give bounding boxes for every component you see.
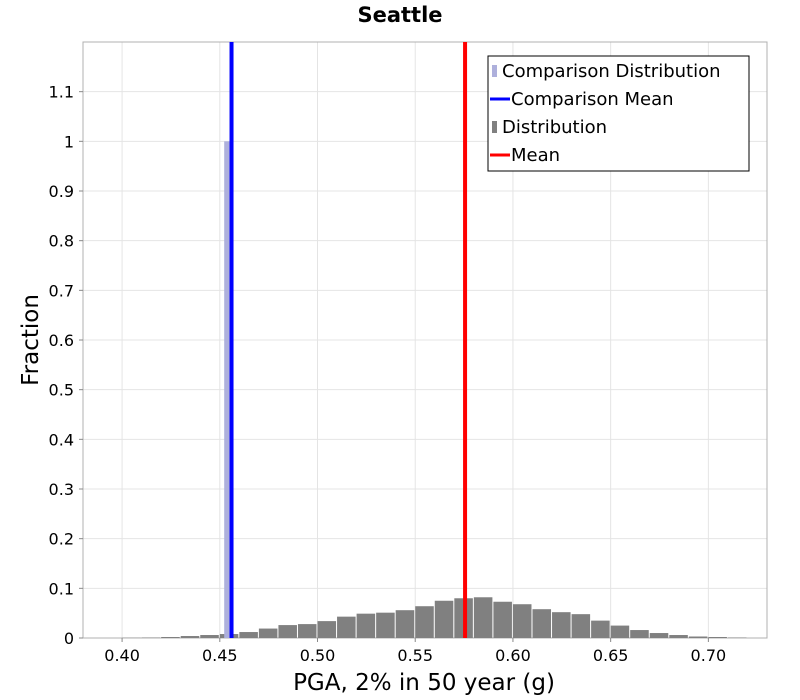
mean-lines — [229, 42, 468, 638]
y-tick-label: 0.3 — [49, 480, 74, 499]
histogram-bar — [649, 633, 669, 638]
histogram-bar — [200, 635, 219, 638]
histogram-bar — [258, 628, 278, 638]
histogram-bar — [610, 625, 630, 638]
legend-label: Comparison Mean — [511, 89, 674, 110]
x-axis-label: PGA, 2% in 50 year (g) — [293, 670, 555, 696]
histogram-bar — [224, 141, 232, 639]
y-tick-label: 0.1 — [49, 579, 74, 598]
y-tick-label: 0.6 — [49, 331, 74, 350]
x-tick-label: 0.65 — [593, 646, 629, 665]
x-tick-label: 0.40 — [104, 646, 140, 665]
histogram-bar — [180, 636, 200, 638]
y-axis-label: Fraction — [18, 294, 44, 386]
histogram-bars — [122, 597, 747, 638]
histogram-bar — [552, 612, 571, 638]
histogram-bar — [395, 610, 415, 638]
x-axis-ticks: 0.40 0.45 0.50 0.55 0.60 0.65 0.70 — [104, 638, 726, 665]
legend: Comparison Distribution Comparison Mean Di… — [487, 55, 750, 172]
y-tick-label: 0.2 — [49, 530, 74, 549]
x-tick-label: 0.60 — [495, 646, 531, 665]
histogram-bar — [493, 601, 512, 638]
histogram-bar — [434, 600, 454, 638]
legend-box — [487, 55, 750, 172]
y-axis-ticks: 0 0.1 0.2 0.3 0.4 0.5 0.6 0.7 0.8 0.9 1 1.1 — [49, 83, 83, 648]
histogram-bar — [473, 597, 493, 638]
histogram-bar — [571, 614, 591, 638]
histogram-bar — [161, 637, 180, 638]
y-tick-label: 0.9 — [49, 182, 74, 201]
histogram-bar — [317, 621, 337, 638]
histogram-bar — [239, 632, 258, 638]
legend-swatch — [492, 65, 497, 77]
histogram-bar — [297, 624, 317, 638]
histogram-bar — [376, 612, 395, 638]
legend-label: Comparison Distribution — [502, 61, 721, 82]
histogram-bar — [415, 606, 434, 638]
histogram-bar — [630, 630, 649, 638]
y-tick-label: 0.8 — [49, 232, 74, 251]
histogram-bar — [356, 613, 376, 638]
x-tick-label: 0.50 — [300, 646, 336, 665]
histogram-bar — [512, 604, 532, 638]
histogram-bar — [278, 625, 297, 638]
y-tick-label: 1 — [64, 132, 74, 151]
histogram-bar — [669, 635, 688, 638]
legend-swatch — [492, 121, 497, 133]
x-tick-label: 0.45 — [202, 646, 238, 665]
histogram-bar — [337, 616, 356, 638]
histogram-bar — [708, 637, 727, 638]
x-tick-label: 0.70 — [691, 646, 727, 665]
y-tick-label: 0.4 — [49, 430, 74, 449]
x-tick-label: 0.55 — [397, 646, 433, 665]
legend-label: Distribution — [502, 117, 607, 138]
chart-title: Seattle — [357, 3, 442, 27]
y-tick-label: 0 — [64, 629, 74, 648]
histogram-bar — [532, 609, 552, 638]
legend-label: Mean — [511, 145, 560, 166]
comparison-bars — [224, 141, 232, 639]
y-tick-label: 1.1 — [49, 83, 74, 102]
histogram-bar — [591, 620, 610, 638]
histogram-bar — [688, 636, 708, 638]
y-tick-label: 0.7 — [49, 281, 74, 300]
y-tick-label: 0.5 — [49, 381, 74, 400]
